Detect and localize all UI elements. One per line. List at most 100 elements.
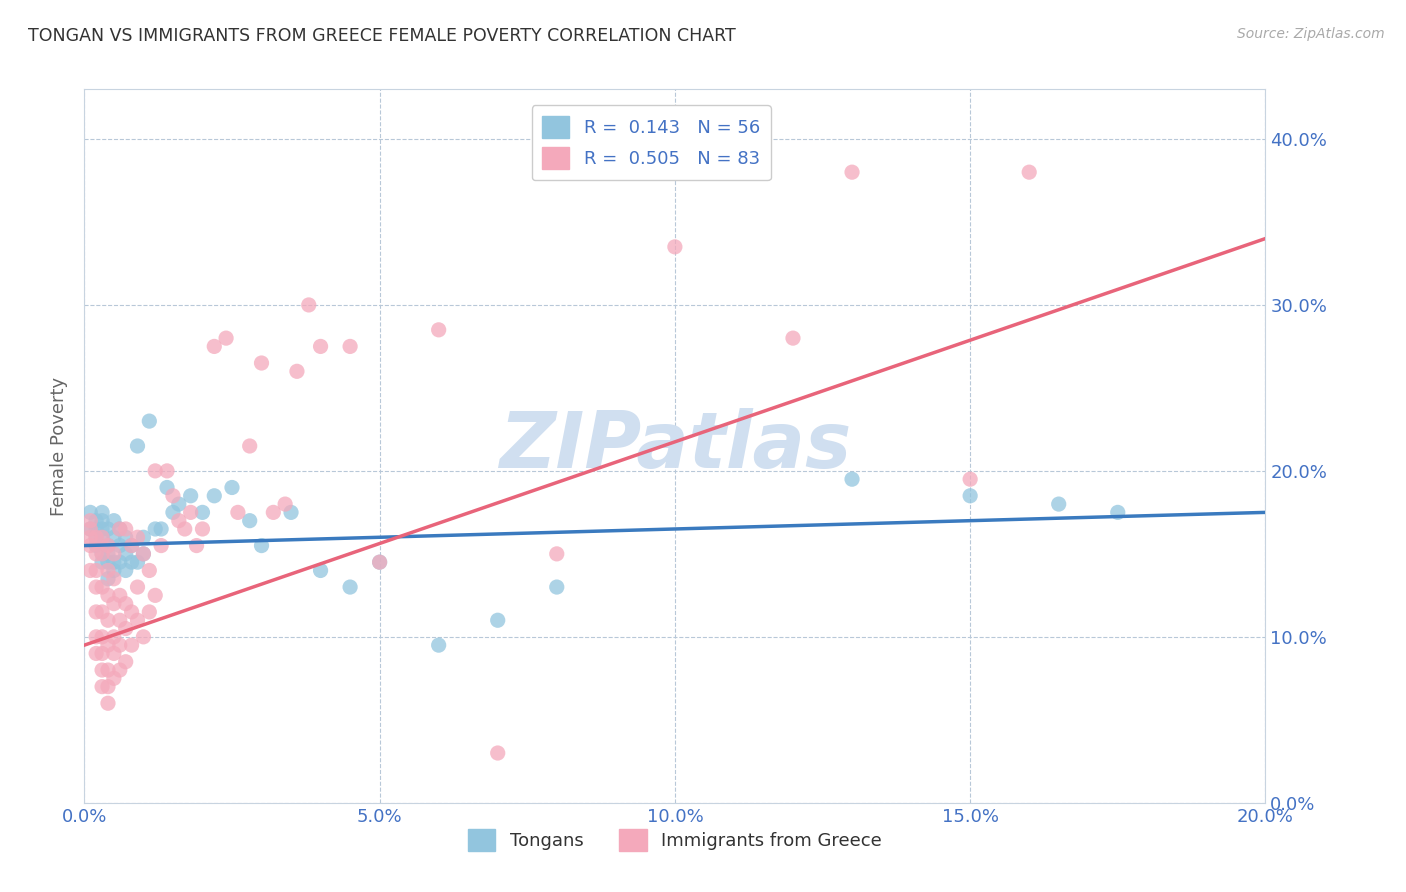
Point <box>1047 497 1070 511</box>
Point <box>97 539 120 553</box>
Point <box>138 564 160 578</box>
Point <box>262 505 284 519</box>
Point <box>91 630 114 644</box>
Point <box>280 505 302 519</box>
Point <box>215 331 238 345</box>
Text: TONGAN VS IMMIGRANTS FROM GREECE FEMALE POVERTY CORRELATION CHART: TONGAN VS IMMIGRANTS FROM GREECE FEMALE … <box>28 27 735 45</box>
Point <box>97 564 120 578</box>
Point <box>79 539 101 553</box>
Point <box>108 613 131 627</box>
Point <box>108 663 131 677</box>
Point <box>91 514 114 528</box>
Point <box>97 663 120 677</box>
Point <box>91 530 114 544</box>
Point <box>91 505 114 519</box>
Point <box>127 613 149 627</box>
Point <box>298 298 321 312</box>
Point <box>91 663 114 677</box>
Point <box>114 547 136 561</box>
Point <box>250 539 273 553</box>
Point <box>79 505 101 519</box>
Point <box>108 588 131 602</box>
Point <box>103 555 125 569</box>
Point <box>91 647 114 661</box>
Point <box>167 514 190 528</box>
Point <box>91 580 114 594</box>
Point <box>103 564 125 578</box>
Point <box>84 514 107 528</box>
Point <box>427 638 450 652</box>
Point <box>114 522 136 536</box>
Point <box>132 547 155 561</box>
Point <box>782 331 804 345</box>
Point <box>368 555 391 569</box>
Point <box>84 530 107 544</box>
Point <box>138 605 160 619</box>
Point <box>79 522 101 536</box>
Point <box>250 356 273 370</box>
Point <box>121 638 143 652</box>
Point <box>221 481 243 495</box>
Point <box>84 530 107 544</box>
Point <box>91 522 114 536</box>
Point <box>79 514 101 528</box>
Point <box>103 572 125 586</box>
Point <box>127 439 149 453</box>
Point <box>167 497 190 511</box>
Point <box>91 605 114 619</box>
Y-axis label: Female Poverty: Female Poverty <box>51 376 69 516</box>
Point <box>91 547 114 561</box>
Point <box>162 505 184 519</box>
Point <box>84 647 107 661</box>
Point <box>339 339 361 353</box>
Point <box>127 530 149 544</box>
Point <box>339 580 361 594</box>
Point <box>114 622 136 636</box>
Point <box>103 514 125 528</box>
Point <box>114 530 136 544</box>
Point <box>91 680 114 694</box>
Point <box>143 522 166 536</box>
Point <box>103 547 125 561</box>
Point <box>150 522 173 536</box>
Point <box>427 323 450 337</box>
Point <box>143 588 166 602</box>
Point <box>180 489 202 503</box>
Point <box>121 539 143 553</box>
Point <box>191 505 214 519</box>
Point <box>121 539 143 553</box>
Point <box>127 555 149 569</box>
Point <box>97 572 120 586</box>
Point <box>97 555 120 569</box>
Point <box>959 489 981 503</box>
Point <box>173 522 195 536</box>
Point <box>91 547 114 561</box>
Point <box>132 547 155 561</box>
Point <box>121 605 143 619</box>
Point <box>103 630 125 644</box>
Point <box>79 522 101 536</box>
Point <box>127 580 149 594</box>
Point <box>97 522 120 536</box>
Point <box>180 505 202 519</box>
Point <box>84 580 107 594</box>
Point <box>841 472 863 486</box>
Point <box>84 539 107 553</box>
Point <box>138 414 160 428</box>
Point <box>309 339 332 353</box>
Point <box>84 564 107 578</box>
Point <box>103 647 125 661</box>
Text: Source: ZipAtlas.com: Source: ZipAtlas.com <box>1237 27 1385 41</box>
Point <box>664 240 686 254</box>
Point <box>114 655 136 669</box>
Point <box>97 638 120 652</box>
Point <box>97 588 120 602</box>
Point <box>132 630 155 644</box>
Point <box>285 364 308 378</box>
Point <box>108 555 131 569</box>
Point <box>84 547 107 561</box>
Point <box>79 530 101 544</box>
Point <box>1018 165 1040 179</box>
Point <box>486 746 509 760</box>
Point <box>97 696 120 710</box>
